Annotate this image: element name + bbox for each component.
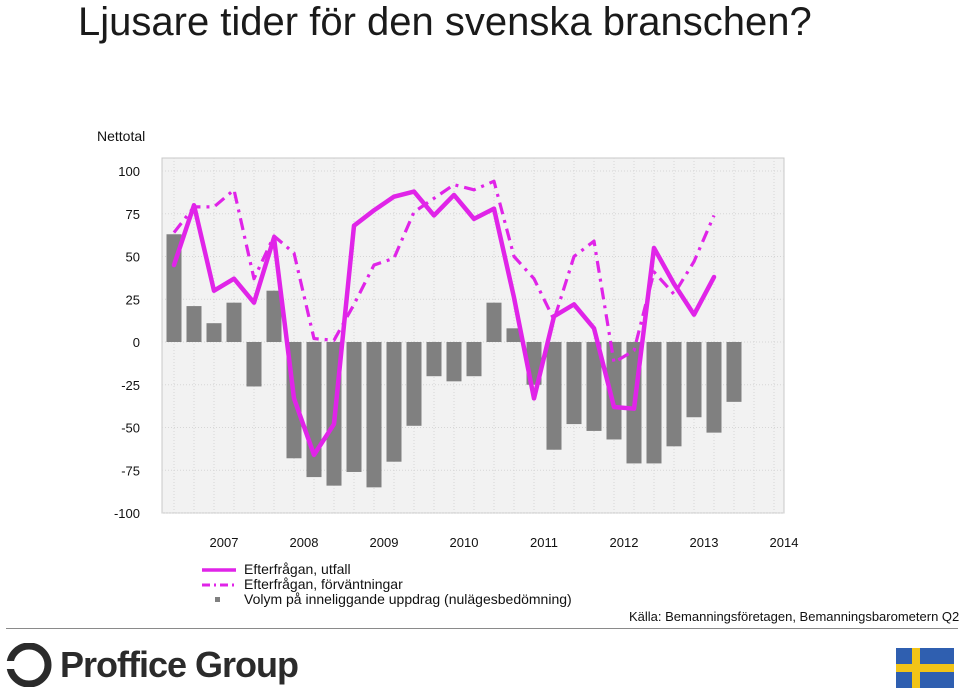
y-tick-label: 50 xyxy=(126,250,140,265)
x-tick-label: 2012 xyxy=(610,535,639,550)
company-logo: Proffice Group xyxy=(6,643,299,687)
series-line-actual xyxy=(171,189,717,458)
plot-area xyxy=(161,157,785,514)
bar xyxy=(186,306,202,342)
bar xyxy=(606,342,622,440)
bar xyxy=(706,342,722,433)
legend-line-solid-icon xyxy=(200,562,238,577)
bar xyxy=(226,302,242,342)
y-tick-label: 25 xyxy=(126,292,140,307)
bar xyxy=(406,342,422,426)
y-tick-label: -25 xyxy=(121,378,140,393)
x-tick-label: 2011 xyxy=(530,535,558,550)
legend-line-dashdot-icon xyxy=(200,577,238,592)
bar xyxy=(346,342,362,472)
x-tick-label: 2008 xyxy=(290,535,319,550)
x-tick-label: 2014 xyxy=(770,535,799,550)
bar xyxy=(586,342,602,431)
legend-label: Volym på inneliggande uppdrag (nulägesbe… xyxy=(244,591,572,607)
bar xyxy=(426,342,442,377)
y-tick-label: -50 xyxy=(121,421,140,436)
footer-divider xyxy=(6,628,958,629)
bar xyxy=(446,342,462,382)
legend-item-bars: Volym på inneliggande uppdrag (nulägesbe… xyxy=(200,592,572,607)
legend-label: Efterfrågan, utfall xyxy=(244,561,351,577)
swedish-flag-icon xyxy=(896,648,954,688)
y-axis-label: Nettotal xyxy=(97,128,146,144)
bar xyxy=(246,342,262,387)
axes-layer: 100 75 50 25 0 -25 -50 -75 -100 2007 2008 2009 2010 2… xyxy=(114,164,798,550)
bar xyxy=(506,328,522,342)
legend: Efterfrågan, utfall Efterfrågan, förvänt… xyxy=(200,562,572,607)
bar xyxy=(486,302,502,342)
bars-layer xyxy=(166,234,742,488)
bar xyxy=(646,342,662,464)
lines-layer xyxy=(171,179,717,458)
y-tick-label: -100 xyxy=(114,506,140,521)
legend-label: Efterfrågan, förväntningar xyxy=(244,576,403,592)
bar xyxy=(726,342,742,402)
bar xyxy=(386,342,402,462)
bar xyxy=(546,342,562,450)
legend-item-expect: Efterfrågan, förväntningar xyxy=(200,577,572,592)
x-tick-label: 2010 xyxy=(450,535,479,550)
bar xyxy=(666,342,682,447)
bar xyxy=(366,342,382,488)
x-tick-label: 2007 xyxy=(210,535,239,550)
y-tick-label: -75 xyxy=(121,463,140,478)
bar xyxy=(206,323,222,342)
x-tick-label: 2013 xyxy=(690,535,719,550)
legend-item-actual: Efterfrågan, utfall xyxy=(200,562,572,577)
bar xyxy=(166,234,182,342)
series-line-expectations xyxy=(172,179,716,365)
bar xyxy=(266,290,282,342)
y-tick-label: 0 xyxy=(133,335,140,350)
plot-background xyxy=(161,157,785,514)
logo-text: Proffice Group xyxy=(60,644,299,685)
x-tick-label: 2009 xyxy=(370,535,399,550)
y-tick-label: 75 xyxy=(126,207,140,222)
bar xyxy=(686,342,702,418)
bar xyxy=(566,342,582,425)
proffice-logo-icon xyxy=(6,643,52,687)
legend-square-icon xyxy=(200,592,238,607)
bar xyxy=(466,342,482,377)
chart-title: Ljusare tider för den svenska branschen? xyxy=(78,0,812,44)
source-note: Källa: Bemanningsföretagen, Bemanningsba… xyxy=(629,609,960,624)
y-tick-label: 100 xyxy=(118,164,140,179)
